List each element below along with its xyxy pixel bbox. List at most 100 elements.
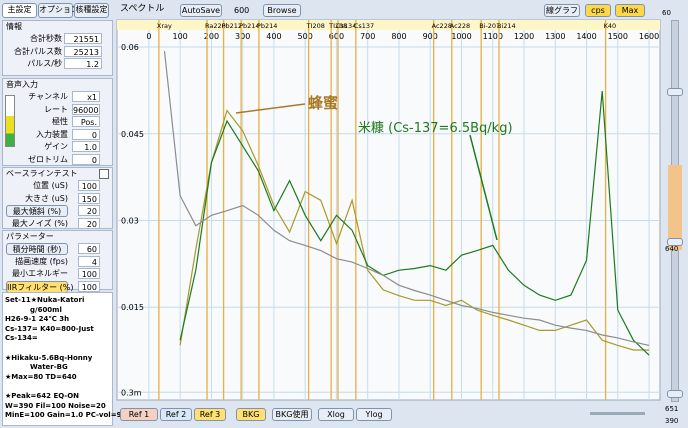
setting-label: 位置 (uS): [33, 181, 68, 190]
y-tick-label: 0.045: [121, 130, 144, 139]
setting-label: 合計秒数: [30, 34, 62, 43]
y-tick-label: 0.03: [121, 216, 139, 225]
x-tick-label: 1300: [545, 32, 565, 41]
slider-thumb[interactable]: [667, 88, 683, 96]
checkbox[interactable]: [99, 169, 109, 179]
setting-label: 大きさ (uS): [25, 193, 68, 203]
note-line: Water-BG: [30, 363, 68, 372]
level-meter: [5, 95, 15, 147]
section-title: ベースラインテスト: [6, 169, 78, 178]
setting-label: 合計パルス数: [14, 46, 62, 56]
x-tick-label: 1500: [608, 32, 628, 41]
nuclide-label: Bi-207: [479, 22, 500, 30]
notes-box: [2, 292, 113, 426]
setting-button[interactable]: IIRフィルター (%): [6, 280, 74, 293]
setting-value: 25213: [64, 45, 102, 57]
y-tick-label: 0.06: [121, 43, 139, 52]
nuclide-label: K40: [604, 22, 617, 30]
browse-button[interactable]: Browse: [263, 4, 301, 17]
marker-strip: [117, 20, 660, 30]
y-tick-label: 0.3m: [121, 388, 142, 397]
note-line: Cs-137= K40=800-Just: [5, 324, 94, 333]
setting-value: 100: [78, 268, 100, 279]
setting-button[interactable]: 最大傾斜 (%): [6, 205, 68, 217]
slider-thumb[interactable]: [667, 390, 683, 398]
note-line: ★Max=80 TD=640: [5, 372, 77, 381]
mode-button[interactable]: 線グラフ: [544, 4, 580, 17]
nuclide-label: Cs134: [336, 22, 356, 30]
toolbar-title: スペクトル: [120, 4, 165, 14]
slider-label: 640: [665, 245, 679, 253]
annotation: 蜂蜜: [308, 94, 338, 112]
x-tick-label: 700: [360, 32, 375, 41]
bottom-button[interactable]: Ylog: [356, 408, 392, 421]
setting-value: 100: [78, 280, 100, 292]
spectrum-line: [163, 51, 650, 346]
setting-label: レート: [44, 104, 68, 114]
annotation-arrow: [235, 103, 306, 114]
nuclide-label: Pb214: [257, 22, 277, 30]
setting-value: 20: [78, 217, 100, 229]
note-line: Cs-134=: [5, 334, 38, 343]
setting-value: 21551: [64, 33, 102, 44]
tab[interactable]: 核種設定: [74, 3, 109, 18]
section-title: 音声入力: [6, 80, 38, 89]
max-button[interactable]: Max: [615, 4, 645, 17]
bottom-button[interactable]: Ref 3: [194, 408, 226, 421]
x-tick-label: 0: [146, 32, 151, 41]
setting-value: 150: [78, 192, 100, 204]
x-tick-label: 800: [391, 32, 406, 41]
bottom-button[interactable]: BKG: [236, 408, 266, 421]
tab[interactable]: 主設定: [2, 3, 37, 18]
slider-range: [668, 165, 682, 250]
annotation: 米糠 (Cs-137=6.5Bq/kg): [358, 120, 513, 136]
setting-label: 最小エネルギー: [12, 269, 68, 278]
setting-value: 0: [72, 153, 100, 165]
setting-value: 100: [78, 180, 100, 191]
bottom-button[interactable]: Xlog: [318, 408, 354, 421]
slider-label: 390: [665, 417, 679, 425]
setting-value: Pos.: [72, 116, 100, 127]
x-tick-label: 1100: [483, 32, 503, 41]
bottom-button[interactable]: Ref 1: [120, 408, 158, 421]
unit-button[interactable]: cps: [585, 4, 611, 17]
bottom-button[interactable]: Ref 2: [160, 408, 192, 421]
x-tick-label: 100: [173, 32, 188, 41]
note-line: g/600ml: [30, 305, 62, 314]
setting-value: 60: [78, 243, 100, 254]
nuclide-label: Ac228: [432, 22, 452, 30]
setting-label: 最大ノイズ (%): [11, 218, 68, 228]
note-line: W=390 Fil=100 Noise=20: [5, 401, 106, 410]
slider-label: 60: [662, 9, 671, 17]
slider-thumb[interactable]: [667, 238, 683, 246]
section-title: パラメーター: [6, 232, 54, 241]
spectrum-line: [179, 90, 650, 356]
setting-value: 96000: [72, 103, 100, 115]
note-line: ★Hikaku-5.6Bq-Honny: [5, 353, 93, 362]
setting-value: x1: [72, 91, 100, 102]
x-tick-label: 1600: [639, 32, 659, 41]
setting-value: 1.0: [72, 141, 100, 152]
note-line: H26-9-1 24℃ 3h: [5, 315, 70, 324]
note-line: Set-11★Nuka-Katori: [5, 296, 85, 304]
nuclide-label: TI208: [306, 22, 325, 30]
setting-value: 0: [72, 128, 100, 140]
nuclide-label: Ac228: [450, 22, 470, 30]
y-tick-label: 0.015: [121, 303, 144, 312]
autosave-button[interactable]: AutoSave: [180, 4, 222, 17]
note-line: ★Peak=642 EQ-ON: [5, 392, 80, 400]
setting-label: 描画速度 (fps): [15, 256, 68, 266]
setting-value: 20: [78, 205, 100, 216]
h-slider: [590, 412, 645, 415]
setting-button[interactable]: 積分時間 (秒): [6, 243, 68, 255]
slider-label: 651: [665, 405, 679, 413]
nuclide-label: Cs137: [354, 22, 374, 30]
setting-label: チャンネル: [28, 92, 68, 101]
setting-value: 4: [78, 255, 100, 267]
count-text: 600: [234, 6, 250, 15]
note-line: MinE=100 Gain=1.0 PC-vol=9: [5, 411, 122, 420]
setting-label: 入力装置: [36, 129, 68, 139]
bottom-button[interactable]: BKG使用: [272, 408, 312, 421]
tab[interactable]: オプション: [38, 3, 79, 18]
